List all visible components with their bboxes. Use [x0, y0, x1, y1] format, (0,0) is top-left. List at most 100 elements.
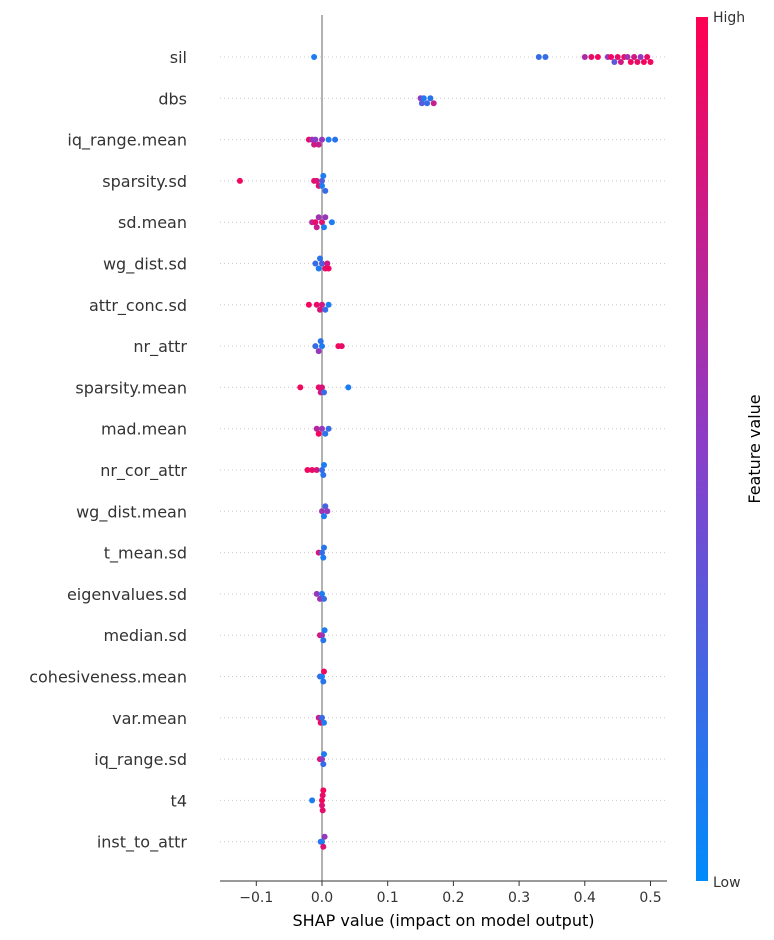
shap-point	[320, 554, 327, 561]
shap-point	[321, 389, 327, 396]
x-tick-label: 0.3	[508, 890, 530, 906]
shap-point	[640, 59, 647, 65]
shap-point	[319, 260, 325, 267]
shap-point	[614, 54, 621, 60]
feature-label: wg_dist.mean	[76, 502, 187, 522]
feature-label: wg_dist.sd	[103, 255, 187, 275]
colorbar-gradient	[696, 17, 708, 881]
shap-point	[319, 590, 325, 597]
feature-label: sd.mean	[118, 213, 187, 232]
shap-point	[236, 177, 243, 184]
shap-point	[319, 177, 325, 184]
shap-point	[297, 384, 304, 391]
shap-point	[321, 751, 327, 758]
feature-label: iq_range.sd	[94, 750, 187, 770]
shap-point	[322, 187, 329, 194]
shap-point	[424, 100, 431, 107]
shap-point	[315, 265, 322, 272]
shap-point	[315, 141, 322, 148]
feature-label: var.mean	[112, 709, 187, 728]
shap-point	[311, 54, 318, 60]
shap-point	[644, 54, 651, 60]
shap-point	[581, 54, 588, 60]
x-tick-label: −0.1	[239, 890, 273, 906]
shap-point	[319, 632, 325, 639]
shap-point	[319, 673, 325, 680]
shap-point	[320, 843, 327, 850]
shap-point	[594, 54, 601, 60]
shap-point	[430, 100, 437, 107]
shap-point	[313, 467, 320, 473]
shap-point	[321, 513, 327, 520]
shap-point	[317, 306, 323, 313]
shap-point	[324, 508, 331, 515]
shap-point	[320, 787, 327, 794]
shap-point	[319, 182, 325, 189]
shap-point	[320, 472, 327, 478]
shap-point	[325, 301, 332, 308]
shap-point	[325, 136, 332, 143]
shap-point	[312, 219, 319, 226]
colorbar-title: Feature value	[745, 394, 764, 503]
shap-point	[321, 627, 328, 634]
x-tick-label: 0.4	[574, 890, 596, 906]
shap-point	[319, 219, 325, 226]
x-axis: −0.1 0.0 0.1 0.2 0.3 0.4 0.5	[220, 880, 667, 906]
shap-point	[321, 462, 327, 468]
shap-point	[312, 260, 319, 267]
shap-point	[345, 384, 352, 391]
x-tick-label: 0.5	[639, 890, 661, 906]
feature-label: nr_cor_attr	[100, 461, 187, 481]
shap-point	[311, 141, 318, 148]
feature-label: median.sd	[103, 626, 187, 645]
shap-point	[319, 136, 325, 143]
shap-point	[304, 467, 311, 473]
shap-point	[322, 430, 329, 437]
feature-label: sparsity.mean	[75, 378, 187, 397]
feature-label: nr_attr	[133, 337, 187, 357]
shap-point	[320, 761, 327, 768]
shap-point	[624, 54, 631, 60]
shap-point	[325, 425, 332, 432]
shap-point	[322, 306, 329, 313]
shap-point	[319, 467, 325, 473]
points-layer	[236, 54, 654, 850]
shap-point	[320, 172, 327, 179]
shap-point	[542, 54, 549, 60]
shap-point	[588, 54, 595, 60]
shap-point	[317, 255, 323, 262]
shap-point	[315, 214, 322, 221]
colorbar-low-label: Low	[713, 875, 741, 891]
feature-label: cohesiveness.mean	[29, 668, 187, 687]
feature-label: t4	[171, 791, 187, 810]
shap-point	[321, 595, 327, 602]
x-tick-label: 0.1	[377, 890, 399, 906]
shap-point	[325, 265, 332, 272]
shap-point	[313, 301, 320, 308]
shap-point	[319, 792, 326, 799]
shap-point	[608, 54, 615, 60]
shap-point	[338, 343, 345, 350]
colorbar-high-label: High	[713, 10, 745, 26]
shap-point	[321, 668, 327, 675]
x-tick-label: 0.0	[311, 890, 333, 906]
shap-point	[313, 425, 320, 432]
feature-label: inst_to_attr	[97, 833, 188, 853]
shap-point	[319, 343, 325, 350]
feature-label: sil	[170, 48, 187, 67]
shap-point	[319, 797, 325, 804]
shap-point	[418, 100, 425, 107]
feature-label: t_mean.sd	[104, 544, 187, 564]
shap-point	[319, 549, 325, 556]
shap-point	[321, 224, 327, 231]
shap-point	[420, 95, 427, 102]
shap-point	[324, 260, 331, 267]
feature-label: iq_range.mean	[67, 131, 187, 151]
shap-point	[319, 756, 325, 763]
shap-point	[319, 802, 325, 809]
shap-point	[427, 95, 434, 102]
colorbar: High Low Feature value	[696, 10, 764, 891]
shap-point	[319, 301, 325, 308]
shap-point	[305, 301, 312, 308]
